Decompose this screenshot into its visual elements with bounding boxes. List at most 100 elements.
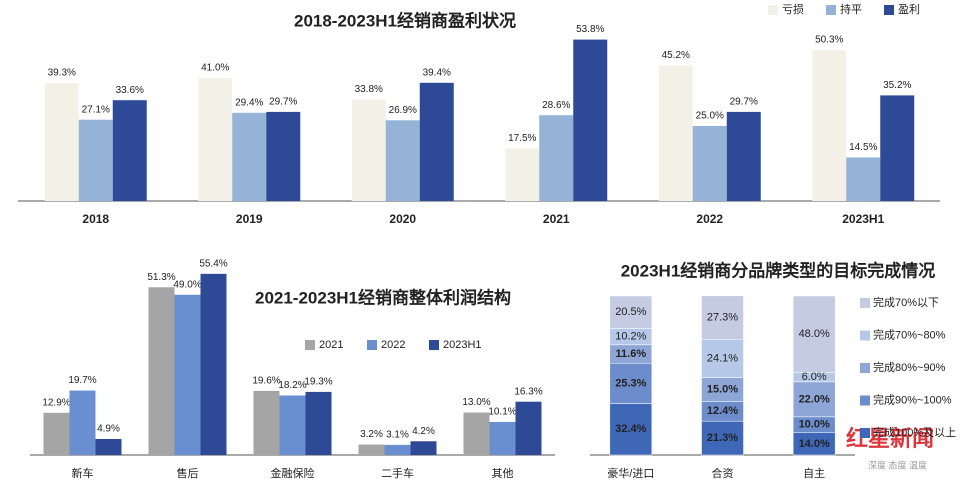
bar (515, 401, 542, 455)
x-tick-label: 二手车 (381, 466, 414, 480)
legend-swatch (305, 340, 315, 350)
bar (812, 50, 847, 201)
bar (112, 100, 147, 201)
x-tick-label: 2018 (82, 212, 109, 226)
legend-swatch (768, 5, 778, 15)
data-label: 12.9% (42, 397, 70, 408)
data-label: 29.4% (235, 97, 263, 108)
x-tick-label: 2022 (696, 212, 723, 226)
bar (95, 438, 122, 455)
bar (253, 390, 280, 455)
data-label: 51.3% (147, 272, 175, 283)
data-label: 14.5% (849, 142, 877, 153)
legend-swatch (826, 5, 836, 15)
chart-title: 2023H1经销商分品牌类型的目标完成情况 (621, 260, 936, 280)
legend-label: 亏损 (782, 2, 804, 16)
chart-title: 2018-2023H1经销商盈利状况 (294, 10, 516, 30)
bar (358, 444, 385, 455)
bar (846, 157, 881, 201)
legend-swatch (884, 5, 894, 15)
data-label: 3.2% (360, 429, 383, 440)
data-label: 28.6% (542, 100, 570, 111)
data-label: 39.4% (423, 67, 451, 78)
legend-label: 2022 (381, 339, 405, 351)
bar (410, 441, 437, 455)
bar (489, 421, 516, 455)
bar-segment (792, 381, 836, 418)
bar (198, 78, 233, 201)
legend-swatch (429, 340, 439, 350)
data-label: 10.1% (488, 407, 516, 418)
bar (69, 390, 96, 455)
data-label: 4.9% (97, 424, 120, 435)
data-label: 33.6% (116, 85, 144, 96)
bar (232, 112, 267, 201)
data-label: 25.3% (615, 377, 646, 389)
data-label: 25.0% (696, 111, 724, 122)
data-label: 35.2% (883, 80, 911, 91)
bar (266, 111, 301, 201)
data-label: 55.4% (199, 258, 227, 269)
bar (880, 95, 915, 201)
data-label: 14.0% (799, 438, 830, 450)
bar-segment (701, 338, 744, 378)
legend-label: 2021 (319, 339, 343, 351)
x-tick-label: 其他 (492, 467, 514, 480)
data-label: 10.0% (799, 419, 830, 431)
data-label: 27.3% (707, 311, 738, 323)
data-label: 22.0% (799, 393, 830, 405)
bar (505, 148, 540, 201)
legend-label: 完成70%以下 (873, 295, 939, 309)
bar (279, 395, 306, 455)
x-tick-label: 合资 (712, 466, 734, 480)
legend-label: 完成70%~80% (873, 327, 946, 341)
data-label: 33.8% (355, 84, 383, 95)
data-label: 53.8% (576, 24, 604, 35)
data-label: 50.3% (815, 35, 843, 46)
data-label: 16.3% (514, 386, 542, 397)
bar (78, 119, 113, 201)
data-label: 29.7% (730, 97, 758, 108)
x-tick-label: 自主 (803, 467, 825, 480)
data-label: 32.4% (615, 423, 646, 435)
bar (419, 82, 454, 201)
bar (726, 111, 761, 201)
legend-swatch (860, 428, 870, 438)
data-label: 39.3% (48, 68, 76, 79)
bar (351, 99, 386, 201)
x-tick-label: 2019 (236, 212, 263, 226)
bar (463, 412, 490, 455)
bar (573, 39, 608, 201)
data-label: 18.2% (278, 380, 306, 391)
x-tick-label: 新车 (72, 466, 94, 480)
bar-segment (609, 363, 653, 404)
data-label: 21.3% (707, 432, 738, 444)
x-tick-label: 2021 (543, 212, 570, 226)
bar (148, 287, 175, 455)
bar (44, 83, 79, 201)
data-label: 19.7% (68, 375, 96, 386)
data-label: 17.5% (508, 133, 536, 144)
data-label: 4.2% (412, 426, 435, 437)
data-label: 3.1% (386, 430, 409, 441)
data-label: 45.2% (662, 50, 690, 61)
data-label: 12.4% (707, 405, 738, 417)
x-tick-label: 售后 (177, 466, 199, 480)
legend-label: 完成100%及以上 (873, 425, 956, 439)
legend-swatch (367, 340, 377, 350)
data-label: 24.1% (707, 352, 738, 364)
data-label: 13.0% (462, 397, 490, 408)
bar (200, 273, 227, 455)
data-label: 10.2% (615, 331, 646, 343)
legend-label: 完成90%~100% (873, 392, 952, 406)
data-label: 19.3% (304, 377, 332, 388)
bar (174, 294, 201, 455)
x-tick-label: 2020 (389, 212, 416, 226)
data-label: 20.5% (615, 306, 646, 318)
bar-segment (701, 295, 744, 340)
bar (384, 444, 411, 455)
data-label: 29.7% (269, 97, 297, 108)
bar-segment (609, 295, 653, 329)
chart-title: 2021-2023H1经销商整体利润结构 (255, 287, 511, 307)
